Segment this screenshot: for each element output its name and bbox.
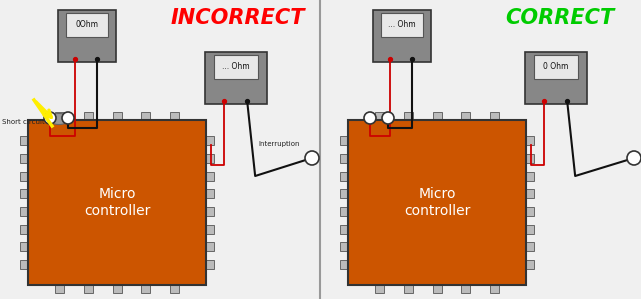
Bar (526, 189, 534, 198)
Bar (340, 207, 348, 216)
Circle shape (62, 112, 74, 124)
Bar (340, 260, 348, 269)
Bar (20, 189, 28, 198)
Bar (55, 112, 64, 120)
Bar (526, 207, 534, 216)
Bar (55, 285, 64, 293)
Bar (20, 260, 28, 269)
Text: INCORRECT: INCORRECT (171, 8, 305, 28)
Bar (490, 112, 499, 120)
Text: ... Ohm: ... Ohm (222, 62, 250, 71)
Bar (205, 52, 267, 104)
Bar (375, 112, 384, 120)
Bar (206, 136, 214, 145)
Bar (206, 154, 214, 163)
Bar (66, 13, 108, 37)
Bar (20, 242, 28, 251)
Bar (84, 112, 93, 120)
Bar (206, 207, 214, 216)
Circle shape (305, 151, 319, 165)
Bar (58, 10, 116, 62)
Bar (525, 52, 587, 104)
Bar (348, 120, 526, 285)
Bar (206, 172, 214, 181)
Circle shape (382, 112, 394, 124)
Bar (433, 112, 442, 120)
Bar (490, 285, 499, 293)
Bar (20, 207, 28, 216)
Bar (141, 285, 150, 293)
Bar (526, 136, 534, 145)
Bar (20, 154, 28, 163)
Bar (534, 55, 578, 79)
Bar (526, 225, 534, 234)
Bar (526, 154, 534, 163)
Bar (206, 189, 214, 198)
Bar (375, 285, 384, 293)
Bar (340, 189, 348, 198)
Bar (340, 154, 348, 163)
Text: CORRECT: CORRECT (505, 8, 615, 28)
Bar (404, 285, 413, 293)
Text: Short circuit: Short circuit (2, 119, 45, 125)
Text: Micro
controller: Micro controller (404, 187, 470, 218)
Bar (526, 260, 534, 269)
Bar (206, 242, 214, 251)
Bar (28, 120, 206, 285)
Text: ... Ohm: ... Ohm (388, 20, 416, 30)
Bar (113, 112, 122, 120)
Bar (526, 242, 534, 251)
Bar (20, 172, 28, 181)
Bar (340, 136, 348, 145)
Bar (206, 260, 214, 269)
Ellipse shape (48, 114, 70, 124)
Bar (433, 285, 442, 293)
Bar (340, 225, 348, 234)
Bar (340, 172, 348, 181)
Bar (373, 10, 431, 62)
Circle shape (364, 112, 376, 124)
Bar (461, 112, 470, 120)
Text: Interruption: Interruption (258, 141, 299, 147)
Bar (113, 285, 122, 293)
Bar (20, 136, 28, 145)
Bar (170, 112, 179, 120)
Bar (213, 55, 258, 79)
Circle shape (44, 112, 56, 124)
Bar (526, 172, 534, 181)
Bar (20, 225, 28, 234)
Bar (461, 285, 470, 293)
Circle shape (627, 151, 641, 165)
Bar (84, 285, 93, 293)
Text: 0Ohm: 0Ohm (76, 20, 99, 30)
Bar (141, 112, 150, 120)
Text: Micro
controller: Micro controller (84, 187, 150, 218)
Bar (206, 225, 214, 234)
Bar (381, 13, 423, 37)
Bar (340, 242, 348, 251)
Bar (170, 285, 179, 293)
Text: 0 Ohm: 0 Ohm (544, 62, 569, 71)
Bar (404, 112, 413, 120)
